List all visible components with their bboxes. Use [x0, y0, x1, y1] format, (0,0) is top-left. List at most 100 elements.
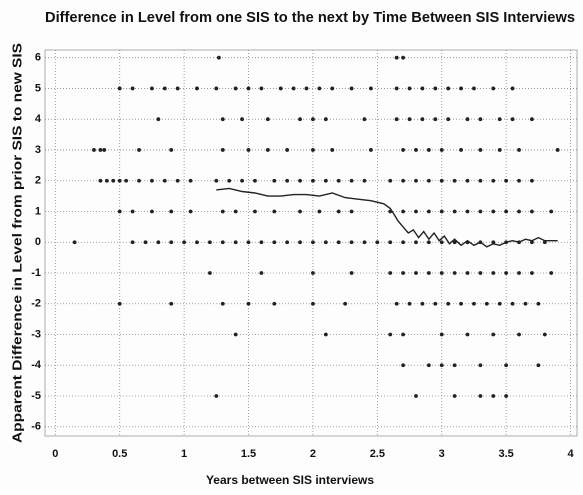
point [175, 86, 180, 91]
point [414, 178, 418, 183]
point [491, 209, 496, 214]
point [102, 148, 107, 152]
y-tick-label: -2 [31, 298, 41, 310]
point [517, 271, 521, 275]
point [311, 117, 315, 122]
point [491, 271, 496, 275]
point [227, 178, 232, 183]
y-tick-label: 0 [35, 236, 41, 248]
point [220, 117, 225, 122]
point [124, 178, 129, 183]
point [220, 148, 225, 152]
point [478, 271, 483, 275]
x-tick-label: 3.5 [499, 448, 514, 460]
point [349, 271, 354, 275]
point [504, 178, 509, 183]
point [298, 178, 302, 183]
point [362, 117, 367, 122]
point [98, 148, 103, 152]
point [72, 240, 77, 245]
point [394, 55, 399, 60]
point [491, 178, 496, 183]
point [323, 332, 328, 337]
point [272, 178, 277, 183]
point [285, 240, 290, 245]
point [439, 240, 444, 245]
x-tick-label: 2.5 [370, 448, 385, 460]
point [484, 301, 489, 306]
point [336, 178, 341, 183]
point [311, 178, 315, 183]
point [137, 148, 141, 152]
point [220, 301, 225, 306]
point [426, 209, 431, 214]
y-tick-label: 1 [35, 205, 41, 217]
point [478, 363, 483, 368]
point [491, 240, 496, 245]
point [523, 301, 528, 306]
point [549, 271, 554, 275]
point [265, 117, 270, 122]
point [349, 178, 354, 183]
point [195, 240, 199, 245]
point [478, 178, 483, 183]
point [291, 86, 296, 91]
point [510, 86, 515, 91]
point [401, 363, 406, 368]
point [439, 148, 444, 152]
point [388, 178, 393, 183]
point [459, 86, 463, 91]
point [323, 240, 328, 245]
point [439, 271, 444, 275]
point [207, 240, 212, 245]
point [510, 117, 515, 122]
y-tick-label: 4 [35, 113, 42, 125]
point [98, 178, 103, 183]
point [497, 301, 502, 306]
point [240, 178, 244, 183]
point [182, 240, 187, 245]
point [246, 86, 251, 91]
point [388, 271, 393, 275]
point [497, 117, 502, 122]
point [214, 178, 219, 183]
point [414, 148, 418, 152]
point [311, 148, 315, 152]
point [497, 148, 502, 152]
point [317, 86, 322, 91]
point [162, 86, 167, 91]
point [510, 301, 515, 306]
point [536, 363, 541, 368]
x-tick-label: 3 [439, 448, 445, 460]
point [439, 332, 444, 337]
point [530, 240, 534, 245]
point [117, 209, 122, 214]
point [104, 178, 109, 183]
point [117, 86, 122, 91]
point [420, 117, 425, 122]
point [259, 240, 264, 245]
point [169, 240, 174, 245]
x-tick-label: 0 [52, 448, 58, 460]
y-tick-label: -4 [31, 359, 42, 371]
y-tick-label: -6 [31, 421, 41, 433]
point [549, 209, 554, 214]
point [156, 117, 161, 122]
y-tick-label: -3 [31, 328, 41, 340]
x-tick-label: 0.5 [112, 448, 127, 460]
point [414, 271, 418, 275]
point [530, 271, 534, 275]
point [414, 209, 418, 214]
point [426, 363, 431, 368]
point [368, 148, 373, 152]
point [407, 301, 412, 306]
point [349, 86, 354, 91]
point [414, 394, 418, 398]
point [439, 363, 444, 368]
line [216, 187, 558, 248]
y-tick-label: 2 [35, 175, 41, 187]
point [137, 178, 141, 183]
point [478, 209, 483, 214]
x-tick-label: 1 [181, 448, 187, 460]
point [517, 332, 521, 337]
